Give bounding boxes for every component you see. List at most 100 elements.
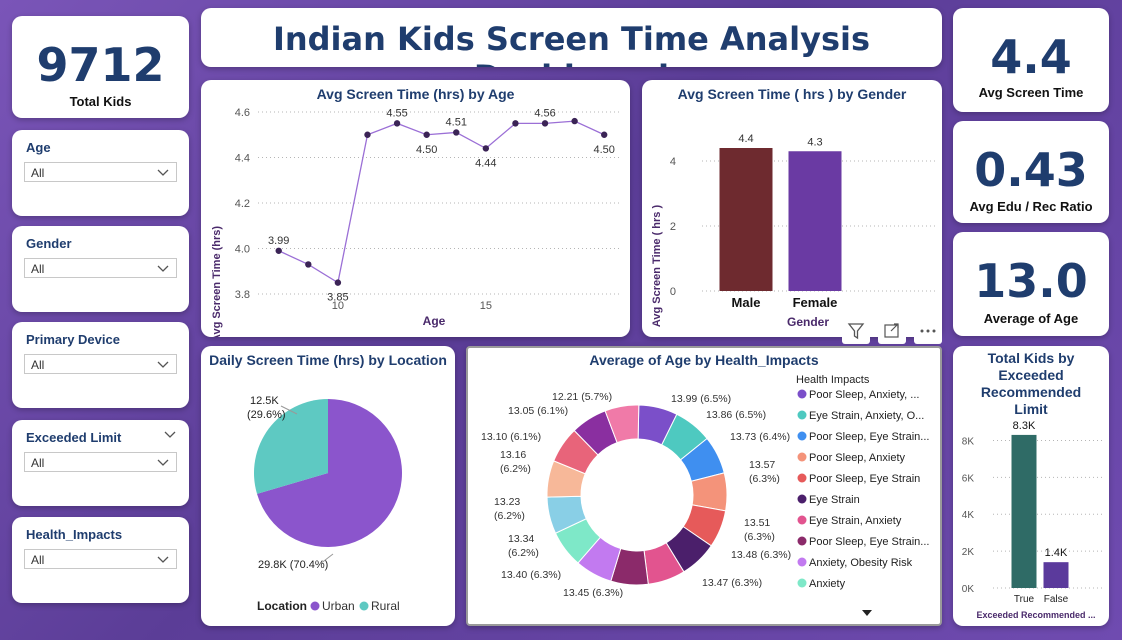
y-tick-label: 2 [670, 221, 676, 233]
slicer-dropdown[interactable]: All [24, 549, 177, 569]
legend-label: Anxiety [809, 578, 846, 590]
legend-label: Poor Sleep, Eye Strain [809, 473, 920, 485]
slicer-primary-device[interactable]: Primary Device All [12, 322, 189, 408]
y-tick-label: 4.4 [235, 153, 250, 165]
y-tick-label: 8K [962, 436, 975, 447]
legend-marker [797, 431, 807, 441]
bar [719, 148, 773, 291]
y-tick-label: 4.2 [235, 198, 250, 210]
slicer-value: All [31, 456, 45, 470]
kpi-label: Avg Screen Time [978, 85, 1084, 100]
more-options-icon[interactable] [914, 318, 942, 344]
data-point [393, 120, 401, 127]
data-label: 13.57 [749, 459, 775, 471]
pie-slice [254, 399, 328, 494]
chevron-down-icon [157, 556, 169, 563]
legend-marker [797, 452, 807, 462]
slicer-value: All [31, 358, 45, 372]
slicer-value: All [31, 262, 45, 276]
y-tick-label: 4.6 [235, 107, 250, 119]
exceeded-bar-chart[interactable]: Exceeded Recommended ... 0K2K4K6K8K8.3KT… [953, 346, 1109, 626]
x-tick-label: False [1044, 594, 1069, 605]
y-tick-label: 0K [962, 584, 975, 595]
data-point [482, 145, 490, 152]
legend-marker [797, 473, 807, 483]
y-tick-label: 4K [962, 510, 975, 521]
data-label: 13.48 (6.3%) [731, 549, 791, 561]
legend-title: Health Impacts [796, 374, 870, 386]
chart-title: Avg Screen Time (hrs) by Age [316, 86, 515, 102]
data-label: 4.50 [593, 144, 614, 156]
data-label: 12.5K [250, 395, 279, 407]
slicer-gender[interactable]: Gender All [12, 226, 189, 312]
slicer-dropdown[interactable]: All [24, 162, 177, 182]
kpi-label: Average of Age [983, 311, 1079, 326]
data-point [364, 131, 371, 138]
data-point [541, 120, 549, 127]
x-tick-label: Female [793, 295, 838, 310]
gender-bar-chart-card: Avg Screen Time ( hrs ) by Gender Avg Sc… [642, 80, 942, 337]
data-label: 13.23 [494, 496, 520, 508]
legend-label: Rural [371, 599, 400, 613]
data-label: 4.3 [807, 136, 822, 148]
y-tick-label: 6K [962, 473, 975, 484]
data-label: 13.10 (6.1%) [481, 431, 541, 443]
bar [1011, 434, 1037, 588]
location-pie-chart[interactable]: 12.5K (29.6%) 29.8K (70.4%) Location Urban Ru… [201, 346, 455, 626]
data-label: 4.55 [386, 107, 407, 119]
y-tick-label: 4.0 [235, 244, 250, 256]
data-point [601, 131, 608, 138]
chart-title: Total Kids by Exceeded Recommended Limit [980, 350, 1082, 417]
chevron-down-icon [157, 361, 169, 368]
data-point [512, 120, 519, 127]
focus-mode-icon[interactable] [878, 318, 906, 344]
y-tick-label: 2K [962, 547, 975, 558]
data-point [334, 279, 342, 286]
data-label: 4.50 [416, 144, 437, 156]
chevron-down-icon [157, 265, 169, 272]
chevron-down-icon[interactable] [163, 428, 177, 442]
donut-slice [604, 404, 640, 444]
exceeded-bar-chart-card: Total Kids by Exceeded Recommended Limit… [953, 346, 1109, 626]
slicer-dropdown[interactable]: All [24, 258, 177, 278]
leader-line [280, 405, 298, 415]
location-pie-chart-card: Daily Screen Time (hrs) by Location 12.5… [201, 346, 455, 626]
slicer-age[interactable]: Age All [12, 130, 189, 216]
slicer-title: Primary Device [26, 332, 120, 347]
slicer-value: All [31, 553, 45, 567]
chevron-down-icon [157, 459, 169, 466]
data-label: 1.4K [1045, 547, 1068, 559]
filter-icon[interactable] [842, 318, 870, 344]
data-point [275, 247, 282, 254]
x-tick-label: Male [732, 295, 761, 310]
data-label: 13.99 (6.5%) [671, 393, 731, 405]
legend-marker [797, 536, 807, 546]
health-donut-chart[interactable]: 13.99 (6.5%) 13.86 (6.5%) 13.73 (6.4%) 13.5… [468, 348, 940, 624]
chart-title: Daily Screen Time (hrs) by Location [209, 352, 447, 368]
data-point [423, 131, 430, 138]
kpi-value: 0.43 [974, 143, 1088, 197]
legend-marker [310, 601, 320, 611]
data-label: 13.16 [500, 449, 526, 461]
slicer-dropdown[interactable]: All [24, 354, 177, 374]
slicer-title: Exceeded Limit [26, 430, 122, 445]
data-label: 13.47 (6.3%) [702, 577, 762, 589]
legend-marker [797, 515, 807, 525]
data-point [305, 261, 312, 268]
data-label: 13.40 (6.3%) [501, 569, 561, 581]
kpi-label: Avg Edu / Rec Ratio [969, 199, 1093, 214]
data-label: 13.51 [744, 517, 770, 529]
slicer-health-impacts[interactable]: Health_Impacts All [12, 517, 189, 603]
kpi-value: 13.0 [974, 254, 1088, 308]
gender-bar-chart[interactable]: Avg Screen Time ( hrs ) Gender 0 2 4 4.4 Mal… [642, 80, 942, 337]
slicer-exceeded-limit[interactable]: Exceeded Limit All [12, 420, 189, 506]
line-chart[interactable]: Avg Screen Time (hrs) Age 3.8 4.0 4.2 4.4 4.… [201, 80, 630, 337]
legend-label: Anxiety, Obesity Risk [809, 557, 913, 569]
kpi-label: Total Kids [69, 94, 132, 109]
kpi-average-age: 13.0 Average of Age [953, 232, 1109, 336]
y-tick-label: 4 [670, 156, 676, 168]
data-point [453, 129, 460, 136]
slicer-dropdown[interactable]: All [24, 452, 177, 472]
data-label: 29.8K (70.4%) [258, 559, 328, 571]
legend-label: Eye Strain [809, 494, 860, 506]
